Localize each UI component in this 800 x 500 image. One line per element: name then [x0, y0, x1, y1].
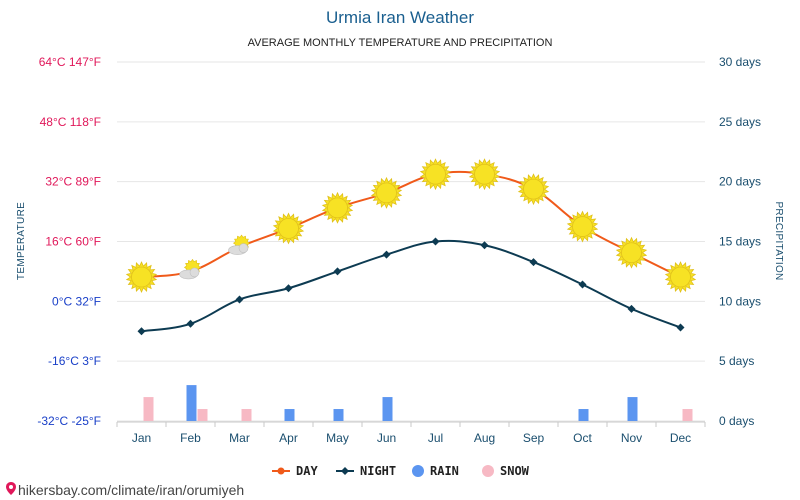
month-label: Jun	[377, 431, 396, 445]
night-series	[137, 237, 685, 336]
sun-icon	[370, 176, 403, 209]
legend-symbol-rain	[412, 465, 424, 477]
night-point	[333, 267, 342, 276]
sun-icon	[125, 261, 158, 293]
month-label: Aug	[474, 431, 495, 445]
legend-label: NIGHT	[360, 464, 396, 478]
snow-bar	[143, 397, 154, 421]
sun-icon	[468, 158, 501, 191]
left-tick-label: -32°C -25°F	[37, 414, 101, 428]
precipitation-bars	[143, 385, 693, 421]
night-point	[529, 258, 538, 267]
rain-bar	[333, 409, 344, 421]
month-label: Nov	[621, 431, 642, 445]
left-tick-label: 64°C 147°F	[39, 55, 101, 69]
legend-symbol-day	[272, 467, 290, 475]
left-tick-label: 16°C 60°F	[45, 235, 101, 249]
day-series	[125, 158, 697, 293]
left-axis-ticks: 64°C 147°F 48°C 118°F 32°C 89°F 16°C 60°F 0°…	[37, 55, 101, 428]
sun-icon	[517, 173, 550, 206]
right-tick-label: 30 days	[719, 55, 761, 69]
chart-subtitle: AVERAGE MONTHLY TEMPERATURE AND PRECIPIT…	[248, 37, 553, 49]
left-tick-label: 48°C 118°F	[40, 115, 101, 129]
snow-bar	[682, 409, 693, 421]
month-label: Oct	[573, 431, 592, 445]
source-url: hikersbay.com/climate/iran/orumiyeh	[18, 482, 244, 498]
right-tick-label: 20 days	[719, 175, 761, 189]
sun-icon	[566, 210, 599, 243]
legend-item-rain[interactable]: RAIN	[412, 464, 459, 478]
legend-symbol-night	[336, 467, 354, 475]
chart-title: Urmia Iran Weather	[326, 8, 474, 27]
night-point	[137, 327, 146, 336]
legend: DAY NIGHT RAIN SNOW	[272, 464, 530, 478]
night-point	[578, 280, 587, 289]
source-link[interactable]: hikersbay.com/climate/iran/orumiyeh	[6, 482, 244, 498]
month-label: Feb	[180, 431, 201, 445]
legend-label: SNOW	[500, 464, 530, 478]
month-label: Jan	[132, 431, 151, 445]
right-axis-title: PRECIPITATION	[773, 201, 784, 280]
left-tick-label: -16°C 3°F	[48, 354, 101, 368]
snow-bar	[241, 409, 252, 421]
month-label: Jul	[428, 431, 443, 445]
snow-bar	[197, 409, 208, 421]
right-tick-label: 0 days	[719, 414, 754, 428]
sun-icon	[272, 212, 305, 245]
right-tick-label: 15 days	[719, 235, 761, 249]
legend-label: DAY	[296, 464, 318, 478]
rain-bar	[578, 409, 589, 421]
rain-bar	[284, 409, 295, 421]
legend-item-snow[interactable]: SNOW	[482, 464, 530, 478]
sun-icon	[321, 191, 354, 224]
right-tick-label: 25 days	[719, 115, 761, 129]
right-axis-ticks: 30 days 25 days 20 days 15 days 10 days 5 day…	[719, 55, 761, 428]
legend-symbol-snow	[482, 465, 494, 477]
night-point	[676, 323, 685, 332]
sun-icon	[664, 261, 697, 293]
sun-icon	[615, 236, 648, 269]
x-axis: Jan Feb Mar Apr May Jun Jul Aug Sep Oct Nov Dec	[116, 421, 706, 445]
night-point	[186, 319, 195, 328]
month-label: Apr	[279, 431, 298, 445]
month-label: May	[326, 431, 349, 445]
night-point	[627, 304, 636, 313]
rain-bar	[186, 385, 197, 421]
month-label: Sep	[523, 431, 545, 445]
month-label: Dec	[670, 431, 691, 445]
night-line	[141, 239, 681, 333]
right-tick-label: 5 days	[719, 354, 754, 368]
right-tick-label: 10 days	[719, 294, 761, 308]
sun-icon	[419, 158, 452, 191]
sun-cloud-icon	[228, 234, 251, 255]
sun-cloud-icon	[179, 258, 202, 280]
legend-item-day[interactable]: DAY	[272, 464, 318, 478]
left-tick-label: 0°C 32°F	[52, 294, 101, 308]
left-tick-label: 32°C 89°F	[45, 175, 101, 189]
legend-item-night[interactable]: NIGHT	[336, 464, 396, 478]
month-label: Mar	[229, 431, 250, 445]
location-pin-icon	[6, 482, 16, 495]
grid-lines	[117, 61, 705, 422]
night-point	[284, 284, 293, 293]
day-line	[141, 170, 681, 279]
legend-label: RAIN	[430, 464, 459, 478]
rain-bar	[627, 397, 638, 421]
night-point	[431, 237, 440, 246]
night-point	[480, 241, 489, 250]
night-point	[382, 250, 391, 259]
left-axis-title: TEMPERATURE	[16, 202, 27, 280]
rain-bar	[382, 397, 393, 421]
night-point	[235, 295, 244, 304]
